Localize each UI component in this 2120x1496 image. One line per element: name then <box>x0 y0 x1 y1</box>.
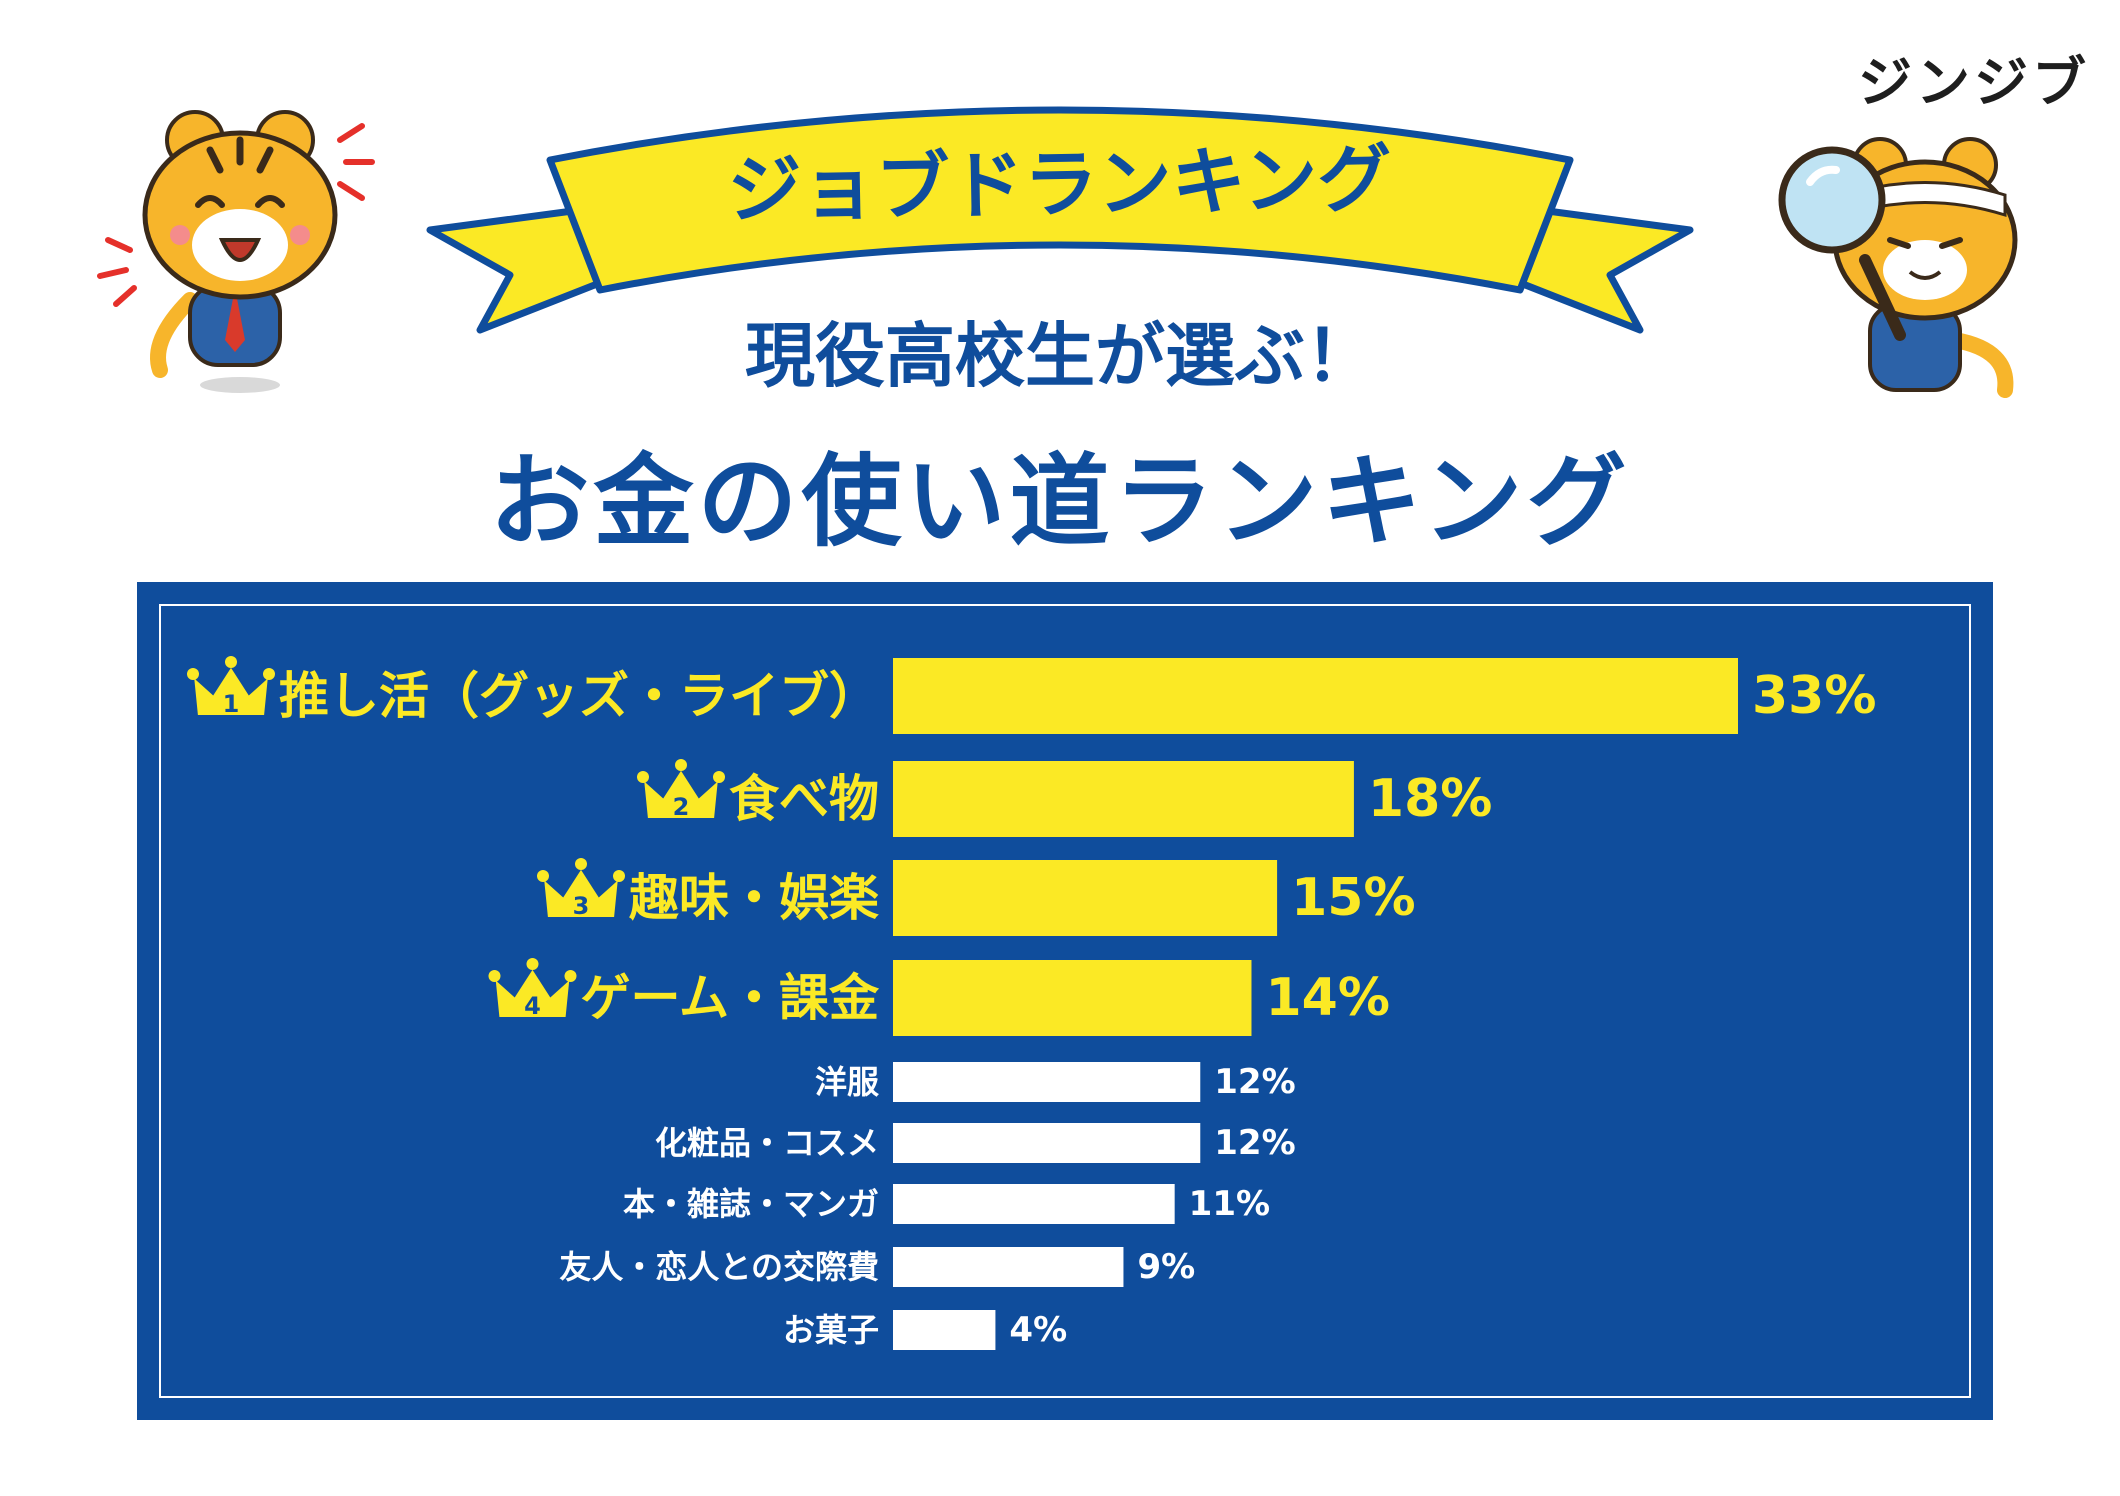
bar-6 <box>893 1123 1201 1163</box>
bar-7 <box>893 1184 1175 1224</box>
value-label-2: 18% <box>1368 769 1492 829</box>
crown-icon-rank-1: 1 <box>187 656 275 718</box>
tiger-mascot-magnifier-icon <box>1778 137 2018 398</box>
bar-3 <box>893 860 1278 936</box>
value-label-7: 11% <box>1189 1184 1270 1224</box>
category-label-6: 化粧品・コスメ <box>655 1124 879 1162</box>
crown-icon-rank-2: 2 <box>637 759 725 821</box>
ranking-bar-chart: 33% 推し活（グッズ・ライブ） 1 18% 食べ物 2 15% 趣味・娯楽 3 14% ゲーム・課… <box>187 656 1876 1350</box>
ribbon-right-tail <box>1496 206 1694 334</box>
ribbon-left-tail <box>426 206 624 334</box>
value-label-9: 4% <box>1009 1310 1067 1350</box>
category-label-3: 趣味・娯楽 <box>629 869 879 927</box>
category-label-5: 洋服 <box>815 1063 879 1101</box>
headline-line2: お金の使い道ランキング <box>489 443 1631 560</box>
ribbon-main <box>546 106 1574 294</box>
brand-logo: ジンジブ <box>1858 51 2090 114</box>
value-label-1: 33% <box>1752 666 1876 726</box>
rank-number-3: 3 <box>573 892 590 920</box>
tiger-mascot-cheering-icon <box>97 110 375 393</box>
bar-8 <box>893 1247 1124 1287</box>
bar-1 <box>893 658 1738 734</box>
headline-line1: 現役高校生が選ぶ！ <box>745 315 1375 397</box>
rank-number-4: 4 <box>524 992 541 1020</box>
category-label-1: 推し活（グッズ・ライブ） <box>279 667 879 725</box>
value-label-4: 14% <box>1265 968 1389 1028</box>
bar-2 <box>893 761 1354 837</box>
category-label-9: お菓子 <box>783 1311 879 1349</box>
value-label-8: 9% <box>1137 1247 1195 1287</box>
bar-5 <box>893 1062 1201 1102</box>
bar-4 <box>893 960 1252 1036</box>
category-label-2: 食べ物 <box>729 770 879 828</box>
value-label-5: 12% <box>1214 1062 1295 1102</box>
rank-number-2: 2 <box>673 793 690 821</box>
category-label-4: ゲーム・課金 <box>581 969 880 1027</box>
ribbon-banner: ジョブドランキング <box>426 106 1694 334</box>
chart-panel: 33% 推し活（グッズ・ライブ） 1 18% 食べ物 2 15% 趣味・娯楽 3 14% ゲーム・課… <box>137 582 1993 1420</box>
bar-9 <box>893 1310 996 1350</box>
panel-inner-border <box>159 604 1971 1398</box>
category-label-8: 友人・恋人との交際費 <box>559 1248 879 1286</box>
crown-icon-rank-4: 4 <box>488 958 577 1020</box>
category-label-7: 本・雑誌・マンガ <box>623 1185 879 1223</box>
value-label-3: 15% <box>1291 868 1415 928</box>
banner-text: ジョブドランキング <box>727 136 1392 234</box>
crown-icon-rank-3: 3 <box>537 858 625 920</box>
rank-number-1: 1 <box>223 690 240 718</box>
value-label-6: 12% <box>1214 1123 1295 1163</box>
